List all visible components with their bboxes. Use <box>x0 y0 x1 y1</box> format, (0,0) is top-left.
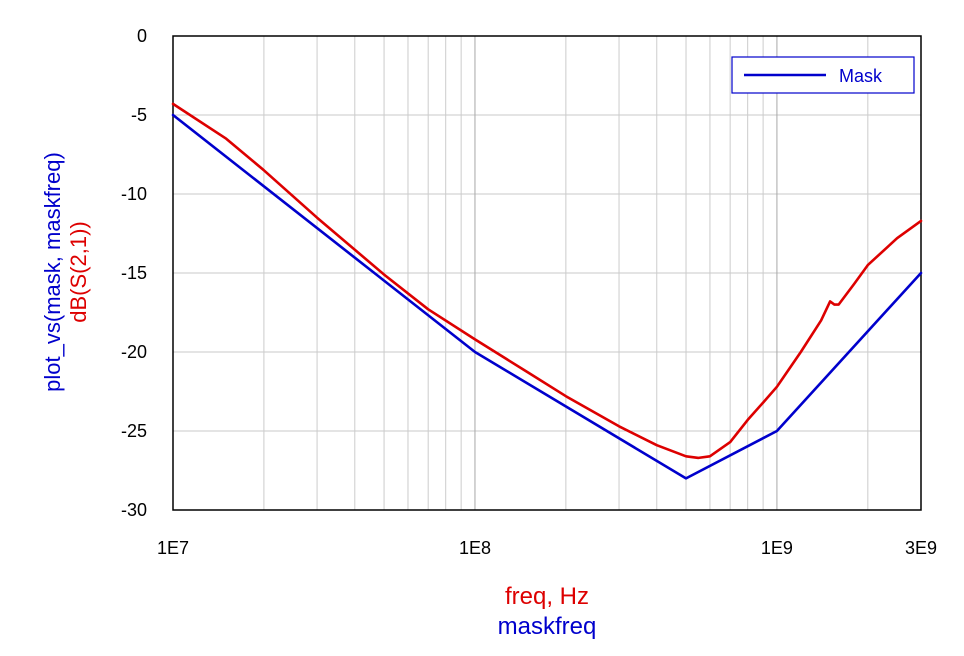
y-axis-tick-labels: 0 -5 -10 -15 -20 -25 -30 <box>121 26 147 520</box>
y-axis-label-mask: plot_vs(mask, maskfreq) <box>40 152 65 392</box>
legend-label-mask: Mask <box>839 66 883 86</box>
x-tick-label: 1E7 <box>157 538 189 558</box>
y-tick-label: -10 <box>121 184 147 204</box>
x-tick-label: 3E9 <box>905 538 937 558</box>
series-line-mask <box>171 113 923 480</box>
x-axis-label-freq: freq, Hz <box>505 583 589 610</box>
x-axis-label-maskfreq: maskfreq <box>498 613 597 640</box>
x-axis-tick-labels: 1E7 1E8 1E9 3E9 <box>157 538 937 558</box>
grid <box>172 35 922 511</box>
series-lines <box>171 102 923 480</box>
y-tick-label: 0 <box>137 26 147 46</box>
series-line-trace-1 <box>171 102 923 460</box>
x-tick-label: 1E9 <box>761 538 793 558</box>
legend: Mask <box>731 56 915 94</box>
y-axis-labels: plot_vs(mask, maskfreq) dB(S(2,1)) <box>40 152 91 392</box>
y-axis-label-s21: dB(S(2,1)) <box>66 221 91 322</box>
y-tick-label: -25 <box>121 421 147 441</box>
y-tick-label: -20 <box>121 342 147 362</box>
y-tick-label: -30 <box>121 500 147 520</box>
y-tick-label: -15 <box>121 263 147 283</box>
x-axis-labels: freq, Hz maskfreq <box>498 583 597 640</box>
x-tick-label: 1E8 <box>459 538 491 558</box>
y-tick-label: -5 <box>131 105 147 125</box>
